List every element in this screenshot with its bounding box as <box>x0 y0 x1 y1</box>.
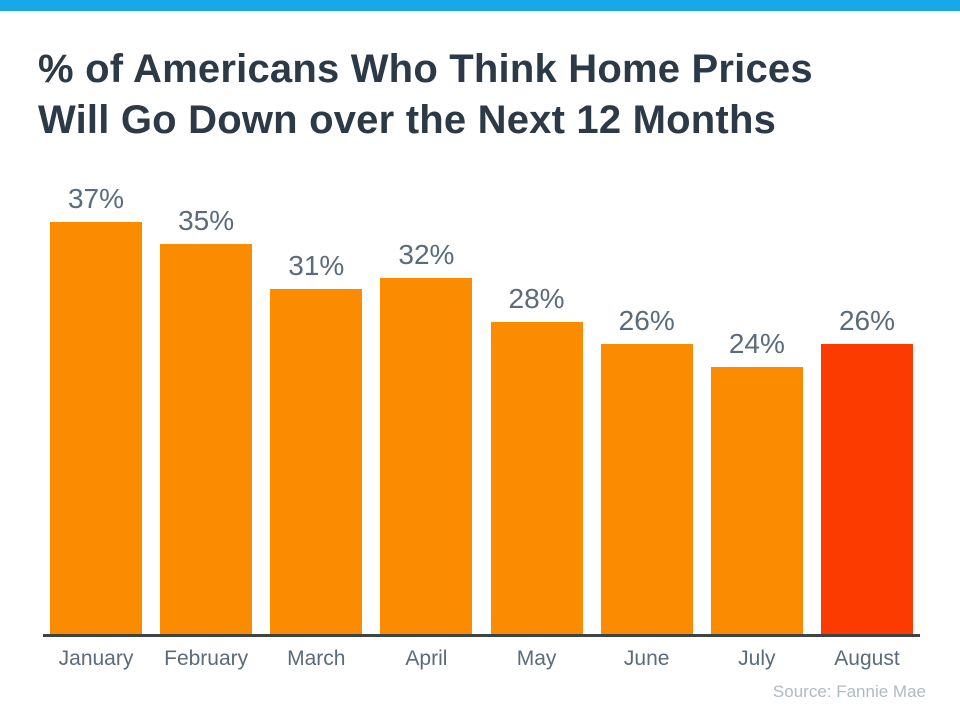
bar-chart: 37% 35% 31% 32% 28% 26% 24% 26% January February… <box>43 174 920 671</box>
x-axis-label-august: August <box>834 647 900 670</box>
bar-column-january: 37% <box>50 174 142 634</box>
bars-plot-area: 37% 35% 31% 32% 28% 26% 24% 26% <box>43 174 920 634</box>
bar-column-august: 26% <box>820 174 913 634</box>
bar-column-march: 31% <box>270 174 363 634</box>
bar-april <box>380 278 473 634</box>
chart-title-line1: % of Americans Who Think Home Prices <box>38 47 813 91</box>
x-axis-label-july: July <box>738 647 776 670</box>
bar-january <box>50 222 142 634</box>
x-axis-line <box>43 634 920 637</box>
chart-title-line2: Will Go Down over the Next 12 Months <box>38 98 777 142</box>
bar-july <box>710 367 803 634</box>
chart-title: % of Americans Who Think Home Prices Wil… <box>38 44 918 146</box>
top-accent-bar <box>0 0 960 11</box>
x-axis-label-april: April <box>405 647 448 670</box>
x-axis-label-january: January <box>58 647 134 670</box>
bar-column-may: 28% <box>490 174 583 634</box>
source-attribution: Source: Fannie Mae <box>772 682 926 701</box>
x-axis-label-march: March <box>287 647 346 670</box>
bar-value-label-may: 28% <box>508 283 565 314</box>
bar-value-label-february: 35% <box>178 205 235 236</box>
x-axis-label-may: May <box>516 647 557 670</box>
bar-column-june: 26% <box>600 174 693 634</box>
bar-value-label-march: 31% <box>288 250 345 281</box>
bar-value-label-june: 26% <box>618 305 675 336</box>
bar-value-label-april: 32% <box>398 239 455 270</box>
bar-march <box>270 289 363 634</box>
x-axis-labels: January February March April May June July Augu… <box>43 647 920 671</box>
bar-june <box>600 344 693 634</box>
bar-august <box>820 344 913 634</box>
bar-value-label-august: 26% <box>838 305 895 336</box>
bar-value-label-january: 37% <box>67 183 125 214</box>
bar-column-april: 32% <box>380 174 473 634</box>
bar-value-label-july: 24% <box>728 328 785 359</box>
bar-column-february: 35% <box>160 174 253 634</box>
x-axis-label-february: February <box>164 647 249 670</box>
bar-february <box>160 244 253 634</box>
bar-column-july: 24% <box>710 174 803 634</box>
x-axis-label-june: June <box>623 647 670 670</box>
bar-may <box>490 322 583 634</box>
